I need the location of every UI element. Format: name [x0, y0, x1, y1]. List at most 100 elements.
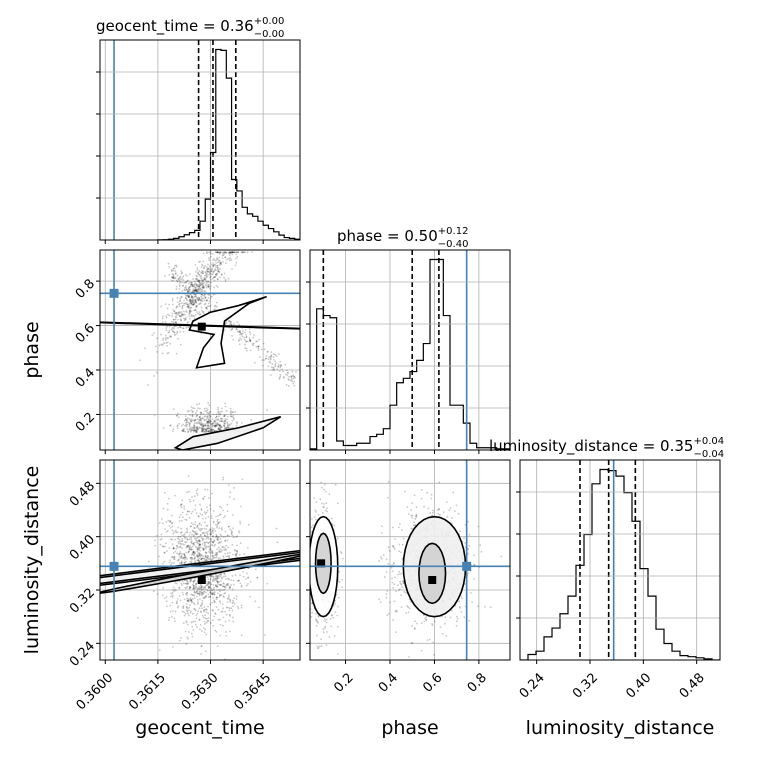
sample-point [211, 608, 214, 611]
sample-point [225, 252, 228, 254]
sample-point [208, 425, 211, 428]
sample-point [223, 251, 226, 254]
sample-point [161, 321, 164, 324]
sample-point [188, 311, 191, 314]
sample-point [211, 422, 214, 425]
sample-point [199, 553, 201, 556]
sample-point [202, 424, 205, 427]
sample-point [277, 365, 280, 368]
sample-point [200, 424, 203, 426]
sample-point [184, 582, 187, 585]
sample-point [196, 599, 199, 601]
sample-point [394, 576, 396, 579]
sample-point [219, 548, 222, 551]
sample-point [326, 631, 329, 633]
sample-point [197, 602, 199, 605]
sample-point [211, 601, 213, 604]
sample-point [199, 416, 201, 418]
sample-point [205, 650, 207, 653]
sample-point [198, 270, 201, 273]
sample-point [194, 597, 196, 599]
sample-point [204, 415, 207, 417]
sample-point [224, 417, 227, 420]
sample-point [180, 555, 183, 558]
sample-point [174, 333, 177, 336]
sample-point [171, 521, 174, 524]
sample-point [204, 596, 207, 598]
sample-point [198, 427, 200, 430]
sample-point [194, 295, 197, 298]
sample-point [222, 607, 224, 610]
sample-point [274, 365, 277, 367]
sample-point [183, 419, 186, 422]
sample-point [307, 571, 309, 573]
sample-point [190, 428, 192, 431]
sample-point [247, 576, 250, 579]
sample-point [210, 530, 213, 533]
sample-point [202, 627, 205, 629]
sample-point [194, 504, 197, 507]
sample-point [184, 541, 187, 544]
sample-point [219, 601, 222, 604]
sample-point [174, 272, 177, 275]
sample-point [184, 560, 187, 563]
sample-point [337, 578, 340, 581]
sample-point [313, 497, 316, 499]
sample-point [169, 610, 172, 613]
sample-point [214, 553, 217, 555]
sample-point [178, 285, 181, 288]
sample-point [198, 515, 200, 518]
sample-point [200, 592, 203, 595]
sample-point [206, 268, 209, 271]
sample-point [216, 272, 219, 275]
sample-point [217, 413, 220, 416]
sample-point [166, 502, 169, 505]
sample-point [256, 576, 259, 579]
sample-point [224, 549, 227, 552]
sample-point [249, 340, 252, 342]
sample-point [218, 551, 220, 553]
sample-point [500, 555, 503, 558]
sample-point [216, 286, 219, 288]
sample-point [188, 315, 191, 318]
sample-point [180, 314, 183, 317]
sample-point [213, 420, 216, 422]
sample-point [181, 429, 184, 432]
sample-point [245, 340, 248, 343]
sample-point [310, 526, 313, 529]
sample-point [294, 376, 297, 379]
sample-point [192, 499, 195, 502]
sample-point [185, 419, 187, 422]
sample-point [279, 364, 282, 367]
sample-point [186, 582, 189, 585]
sample-point [220, 420, 222, 422]
sample-point [198, 282, 201, 285]
sample-point [193, 429, 196, 432]
sample-point [212, 422, 215, 424]
sample-point [194, 429, 197, 431]
sample-point [217, 582, 219, 585]
sample-point [236, 330, 239, 333]
sample-point [196, 425, 199, 428]
sample-point [261, 359, 264, 361]
sample-point [400, 606, 403, 609]
sample-point [178, 562, 181, 565]
sample-point [231, 531, 233, 534]
sample-point [187, 326, 190, 329]
sample-point [206, 417, 209, 420]
sample-point [204, 559, 207, 562]
sample-point [239, 542, 242, 545]
sample-point [195, 284, 198, 287]
sample-point [220, 610, 223, 613]
sample-point [194, 609, 197, 612]
sample-point [314, 509, 317, 512]
sample-point [201, 422, 204, 425]
sample-point [226, 415, 229, 418]
sample-point [215, 284, 218, 287]
sample-point [210, 559, 213, 562]
sample-point [204, 302, 207, 305]
sample-point [326, 510, 329, 513]
sample-point [228, 630, 231, 633]
sample-point [198, 285, 201, 287]
sample-point [200, 411, 202, 414]
